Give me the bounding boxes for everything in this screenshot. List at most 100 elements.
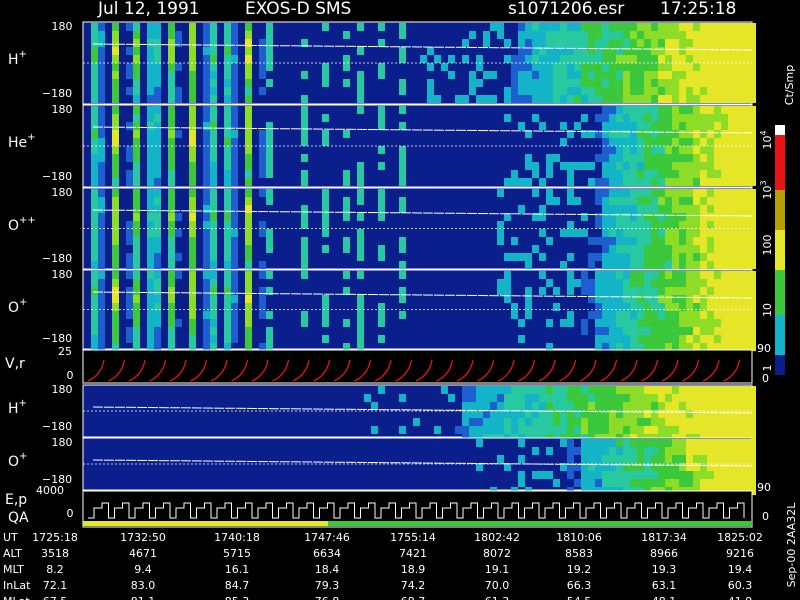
spectrogram-cell	[483, 31, 490, 39]
spectrogram-cell	[637, 386, 644, 394]
spectrogram-cell	[168, 47, 175, 55]
spectrogram-cell	[112, 114, 119, 122]
spectrogram-cell	[399, 197, 406, 205]
spectrogram-cell	[231, 79, 238, 87]
spectrogram-cell	[728, 455, 735, 463]
spectrogram-cell	[679, 471, 686, 479]
spectrogram-cell	[189, 87, 196, 95]
spectrogram-cell	[154, 213, 161, 221]
spectrogram-cell	[266, 311, 273, 319]
spectrogram-cell	[581, 479, 588, 487]
spectrogram-cell	[581, 455, 588, 463]
spectrogram-cell	[588, 162, 595, 170]
spectrogram-cell	[637, 130, 644, 138]
spectrogram-cell	[133, 205, 140, 213]
spectrogram-cell	[672, 327, 679, 335]
spectrogram-cell	[700, 197, 707, 205]
spectrogram-cell	[322, 221, 329, 229]
spectrogram-cell	[658, 87, 665, 95]
spectrogram-cell	[567, 394, 574, 402]
spectrogram-cell	[497, 386, 504, 394]
cb-exp: 3	[759, 180, 768, 185]
spectrogram-cell	[588, 479, 595, 487]
spectrogram-cell	[707, 410, 714, 418]
spectrogram-cell	[378, 213, 385, 221]
spectrogram-cell	[245, 319, 252, 327]
spectrogram-cell	[672, 253, 679, 261]
spectrogram-cell	[609, 130, 616, 138]
cb-base: 10	[761, 186, 774, 200]
spectrogram-cell	[588, 178, 595, 186]
spectrogram-cell	[707, 71, 714, 79]
label-sup: +	[19, 297, 27, 308]
spectrogram-cell	[686, 178, 693, 186]
spectrogram-cell	[700, 79, 707, 87]
spectrogram-cell	[623, 31, 630, 39]
spectrogram-cell	[98, 295, 105, 303]
spectrogram-cell	[126, 303, 133, 311]
spectrogram-cell	[623, 319, 630, 327]
spectrogram-cell	[616, 410, 623, 418]
spectrogram-cell	[525, 71, 532, 79]
spectrogram-cell	[623, 47, 630, 55]
spectrogram-cell	[623, 271, 630, 279]
spectrogram-cell	[133, 221, 140, 229]
spectrogram-cell	[511, 87, 518, 95]
spectrogram-cell	[721, 87, 728, 95]
spectrogram-cell	[378, 245, 385, 253]
spectrogram-cell	[728, 95, 735, 103]
spectrogram-cell	[658, 79, 665, 87]
spectrogram-cell	[637, 295, 644, 303]
spectrogram-cell	[693, 343, 700, 351]
spectrogram-cell	[672, 154, 679, 162]
spectrogram-cell	[546, 402, 553, 410]
spectrogram-cell	[707, 63, 714, 71]
spectrogram-cell	[511, 386, 518, 394]
spectrogram-cell	[112, 55, 119, 63]
spectrogram-cell	[210, 106, 217, 114]
spectrogram-cell	[399, 146, 406, 154]
spectrogram-cell	[525, 39, 532, 47]
spectrogram-cell	[532, 418, 539, 426]
spectrogram-cell	[259, 47, 266, 55]
spectrogram-cell	[154, 95, 161, 103]
spectrogram-cell	[581, 130, 588, 138]
spectrogram-cell	[609, 287, 616, 295]
spectrogram-cell	[259, 130, 266, 138]
spectrogram-cell	[721, 295, 728, 303]
spectrogram-cell	[98, 55, 105, 63]
spectrogram-cell	[714, 319, 721, 327]
spectrogram-cell	[91, 130, 98, 138]
spectrogram-cell	[98, 178, 105, 186]
spectrogram-cell	[581, 87, 588, 95]
spectrogram-cell	[581, 39, 588, 47]
spectrogram-cell	[189, 327, 196, 335]
spectrogram-cell	[707, 471, 714, 479]
spectrogram-cell	[504, 114, 511, 122]
spectrogram-cell	[700, 343, 707, 351]
spectrogram-cell	[644, 130, 651, 138]
spectrogram-cell	[203, 221, 210, 229]
spectrogram-cell	[609, 343, 616, 351]
spectrogram-cell	[378, 386, 385, 394]
spectrogram-cell	[651, 295, 658, 303]
spectrogram-cell	[581, 426, 588, 434]
spectrogram-cell	[490, 386, 497, 394]
spectrogram-cell	[189, 335, 196, 343]
spectrogram-cell	[714, 162, 721, 170]
spectrogram-cell	[672, 343, 679, 351]
spectrogram-cell	[497, 426, 504, 434]
spectrogram-cell	[245, 205, 252, 213]
spectrogram-cell	[707, 146, 714, 154]
spectrogram-cell	[700, 463, 707, 471]
spectrogram-cell	[504, 386, 511, 394]
spectrogram-cell	[399, 122, 406, 130]
spectrogram-cell	[518, 47, 525, 55]
spectrogram-cell	[588, 279, 595, 287]
spectrogram-cell	[707, 386, 714, 394]
spectrogram-cell	[203, 279, 210, 287]
spectrogram-cell	[735, 39, 742, 47]
spectrogram-cell	[525, 253, 532, 261]
spectrogram-cell	[651, 245, 658, 253]
energy-label: E,p	[5, 492, 27, 508]
